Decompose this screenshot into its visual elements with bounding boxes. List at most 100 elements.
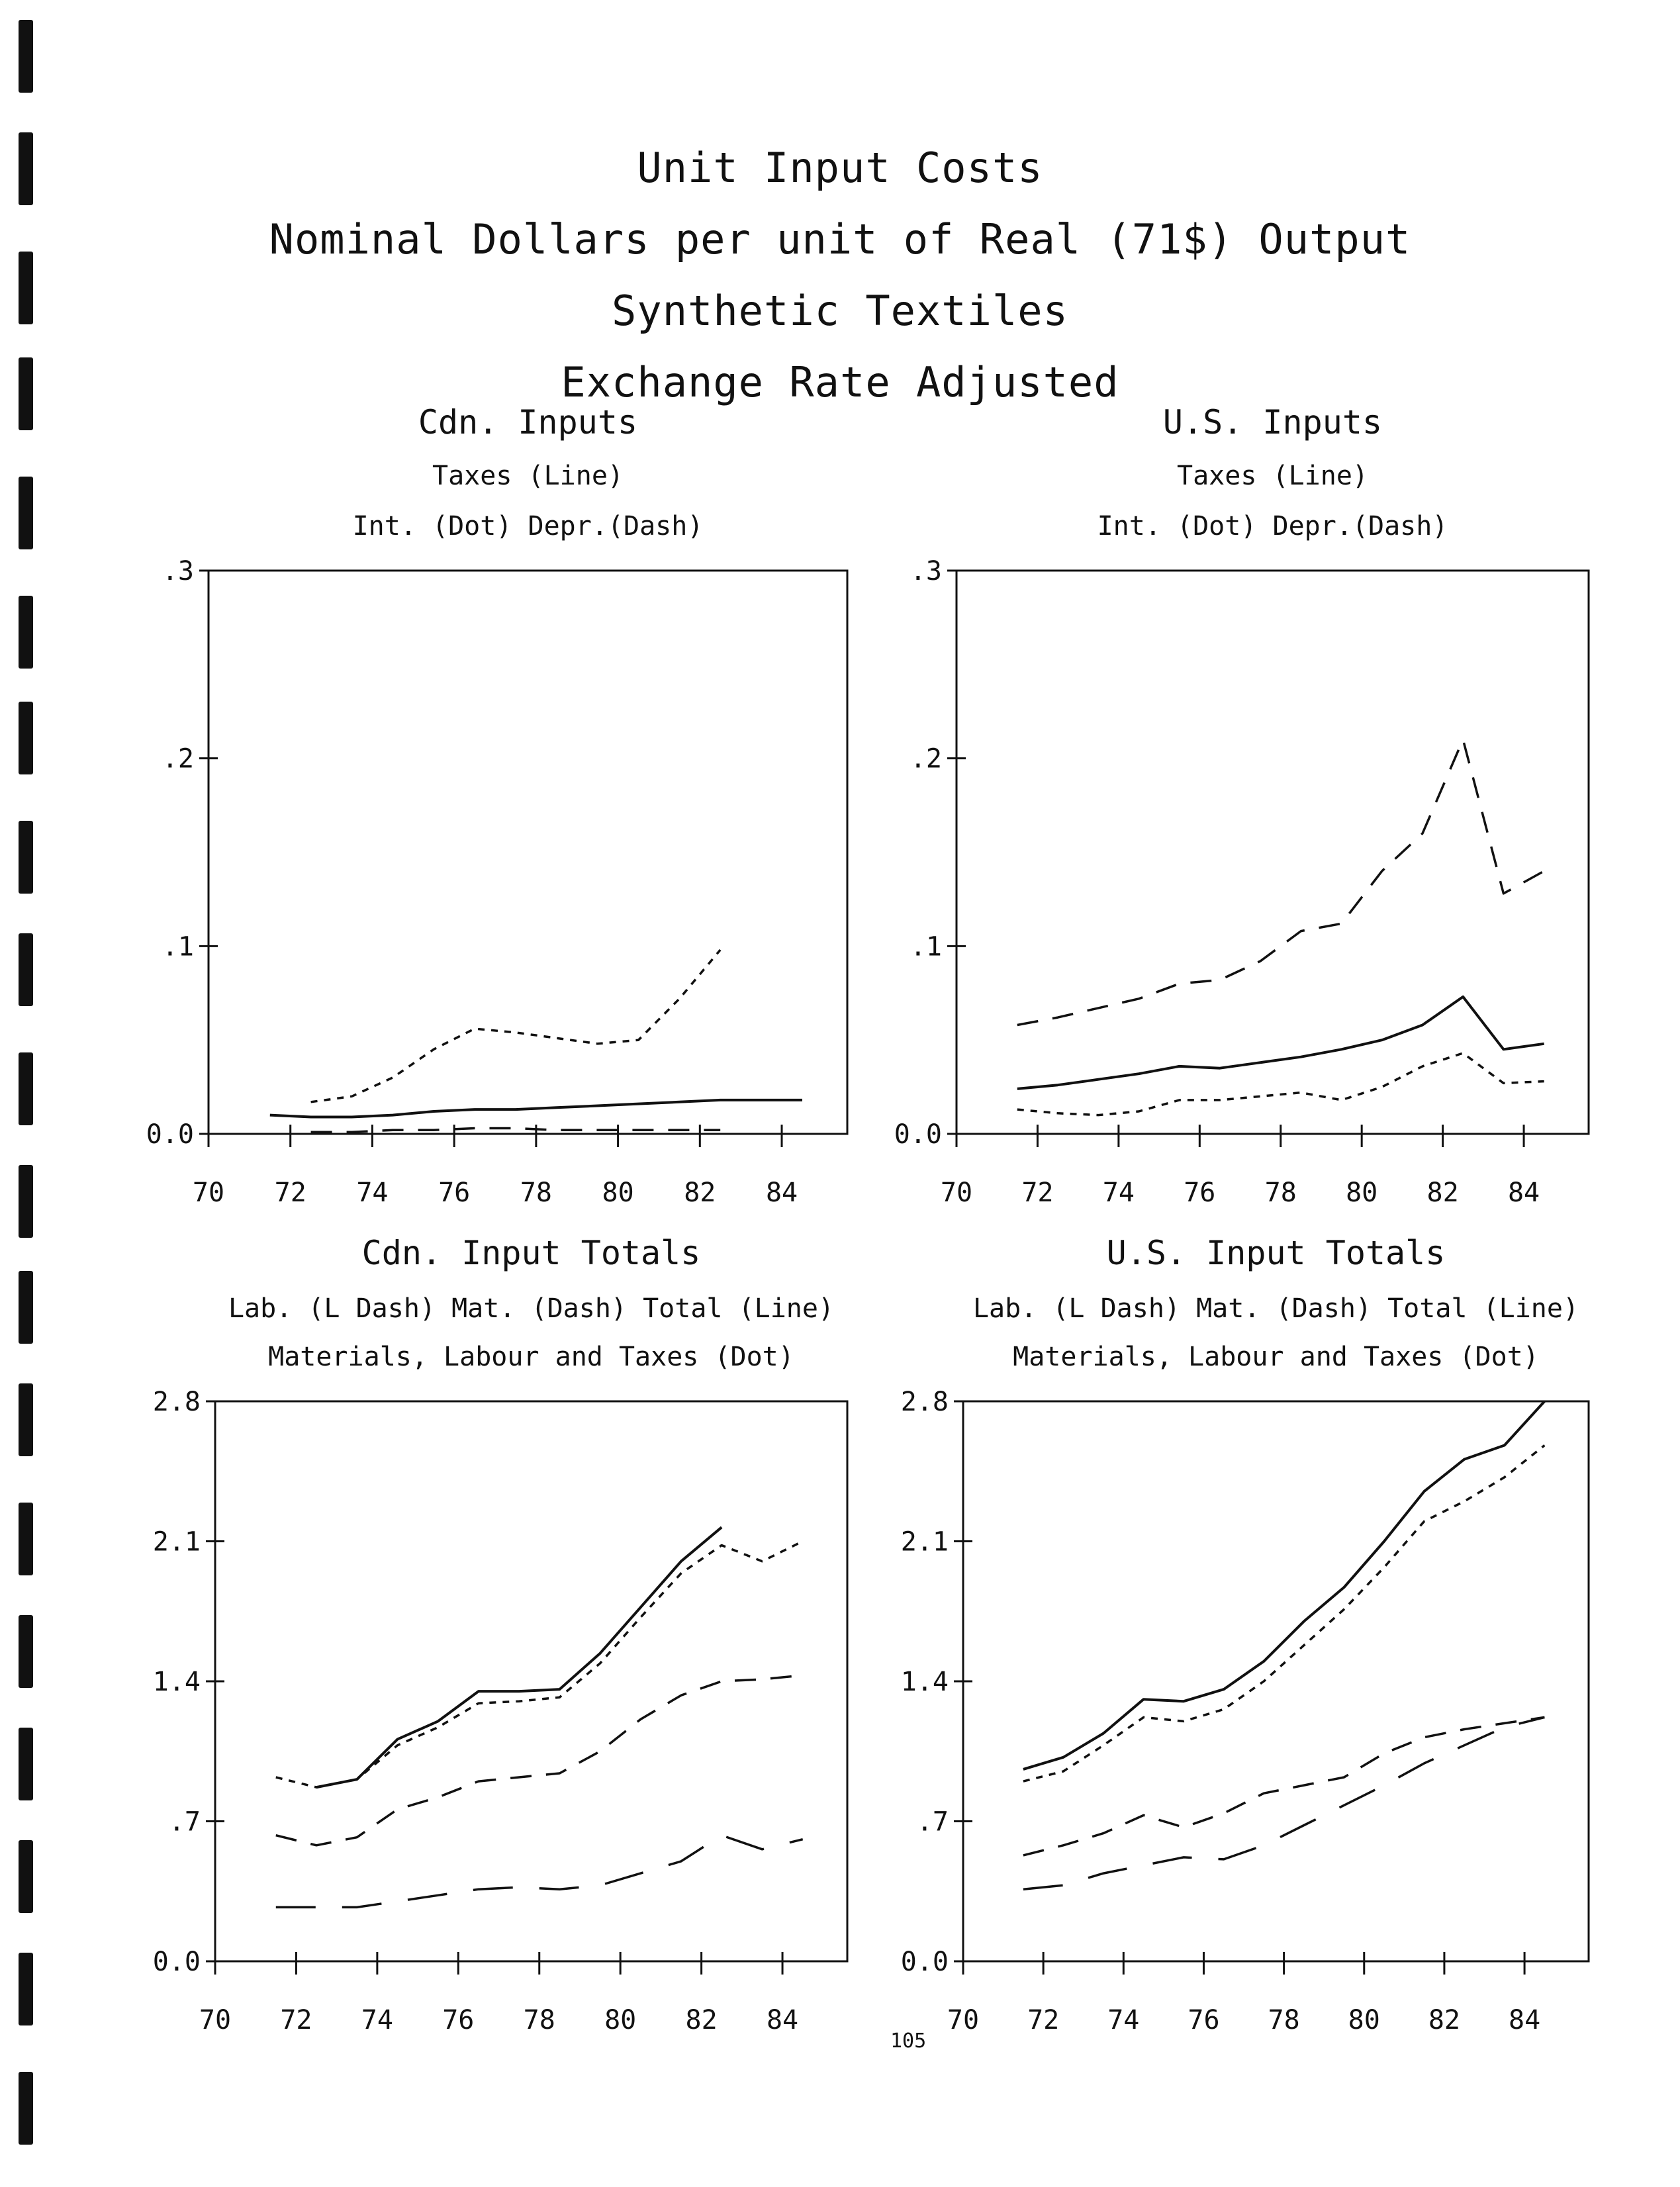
x-tick-label: 76 (1188, 2005, 1219, 2035)
y-tick-label: .1 (910, 931, 942, 962)
x-tick-label: 72 (275, 1178, 306, 1208)
chart-title: U.S. Inputs (1163, 403, 1382, 442)
chart-subtitle: Materials, Labour and Taxes (Dot) (1013, 1342, 1539, 1372)
x-tick-label: 74 (356, 1178, 388, 1208)
series-line-solid (269, 1098, 802, 1119)
x-tick-label: 82 (686, 2005, 718, 2035)
x-tick-label: 70 (941, 1178, 972, 1208)
x-tick-label: 80 (1346, 1178, 1377, 1208)
x-tick-label: 70 (947, 2005, 979, 2035)
binding-hole (19, 1840, 33, 1913)
binding-strip (0, 0, 46, 2187)
title-line-2: Nominal Dollars per unit of Real (71$) O… (269, 215, 1411, 263)
binding-hole (19, 132, 33, 205)
chart-title: Cdn. Input Totals (362, 1234, 701, 1272)
y-tick-label: .1 (162, 931, 194, 962)
y-tick-label: 2.8 (901, 1387, 949, 1417)
x-tick-label: 72 (1027, 2005, 1059, 2035)
series-line-longdash (275, 1834, 804, 1909)
x-tick-label: 70 (193, 1178, 224, 1208)
x-tick-label: 78 (1265, 1178, 1297, 1208)
y-tick-label: .3 (910, 556, 942, 586)
y-tick-label: .3 (162, 556, 194, 586)
x-tick-label: 82 (1428, 2005, 1460, 2035)
x-tick-label: 74 (1107, 2005, 1139, 2035)
x-tick-label: 84 (1508, 1178, 1540, 1208)
y-tick-label: 0.0 (901, 1947, 949, 1977)
x-tick-label: 78 (1268, 2005, 1300, 2035)
chart-title: Cdn. Inputs (418, 403, 637, 442)
binding-hole (19, 1953, 33, 2025)
chart-subtitle: Lab. (L Dash) Mat. (Dash) Total (Line) (973, 1293, 1579, 1324)
title-line-1: Unit Input Costs (637, 144, 1043, 192)
title-line-3: Synthetic Textiles (612, 287, 1068, 335)
y-tick-label: 0.0 (153, 1947, 201, 1977)
x-tick-label: 84 (1509, 2005, 1540, 2035)
plot-frame (962, 1400, 1590, 1963)
x-tick-label: 84 (766, 1178, 798, 1208)
series-line-solid (1017, 995, 1544, 1090)
title-line-4: Exchange Rate Adjusted (561, 358, 1119, 406)
binding-hole (19, 933, 33, 1006)
binding-hole (19, 1383, 33, 1456)
binding-hole (19, 1615, 33, 1688)
binding-hole (19, 20, 33, 93)
plot-frame (207, 569, 849, 1135)
x-tick-label: 84 (767, 2005, 798, 2035)
binding-hole (19, 357, 33, 430)
x-tick-label: 82 (1427, 1178, 1459, 1208)
plot-frame (955, 569, 1590, 1135)
y-tick-label: 2.1 (901, 1527, 949, 1558)
x-tick-label: 80 (602, 1178, 634, 1208)
chart-subtitle: Int. (Dot) Depr.(Dash) (1097, 511, 1448, 541)
y-tick-label: 2.1 (153, 1527, 201, 1558)
x-tick-label: 74 (1103, 1178, 1135, 1208)
y-tick-label: 0.0 (894, 1119, 942, 1150)
series-line-dot (1023, 1444, 1546, 1783)
page-title: Unit Input Costs Nominal Dollars per uni… (0, 132, 1680, 418)
x-tick-label: 72 (1021, 1178, 1053, 1208)
series-line-dot (1017, 1052, 1544, 1117)
chart-title: U.S. Input Totals (1107, 1234, 1446, 1272)
binding-hole (19, 1503, 33, 1575)
page-number: 105 (890, 2029, 927, 2053)
chart-subtitle: Lab. (L Dash) Mat. (Dash) Total (Line) (228, 1293, 834, 1324)
series-line-dash (1017, 738, 1545, 1027)
binding-hole (19, 1052, 33, 1125)
binding-hole (19, 477, 33, 549)
x-tick-label: 80 (1348, 2005, 1380, 2035)
series-line-dash (1023, 1716, 1545, 1857)
series-line-longdash (1023, 1716, 1545, 1890)
x-tick-label: 74 (361, 2005, 393, 2035)
binding-hole (19, 2072, 33, 2145)
y-tick-label: 1.4 (153, 1667, 201, 1697)
binding-hole (19, 821, 33, 894)
chart-subtitle: Materials, Labour and Taxes (Dot) (268, 1342, 794, 1372)
x-tick-label: 72 (280, 2005, 312, 2035)
series-line-solid (1023, 1400, 1546, 1771)
y-tick-label: 1.4 (901, 1667, 949, 1697)
x-tick-label: 76 (442, 2005, 474, 2035)
x-tick-label: 76 (438, 1178, 470, 1208)
chart-subtitle: Taxes (Line) (432, 461, 624, 491)
y-tick-label: 2.8 (153, 1387, 201, 1417)
binding-hole (19, 1271, 33, 1344)
series-line-dot (310, 949, 722, 1103)
series-line-dash (275, 1674, 803, 1847)
y-tick-label: .2 (910, 744, 942, 774)
chart-subtitle: Int. (Dot) Depr.(Dash) (353, 511, 704, 541)
binding-hole (19, 252, 33, 324)
x-tick-label: 82 (684, 1178, 716, 1208)
series-line-dash (310, 1127, 721, 1133)
binding-hole (19, 596, 33, 669)
y-tick-label: 0.0 (146, 1119, 194, 1150)
x-tick-label: 78 (524, 2005, 555, 2035)
y-tick-label: .2 (162, 744, 194, 774)
binding-hole (19, 702, 33, 774)
y-tick-label: .7 (169, 1807, 201, 1838)
series-line-solid (316, 1526, 723, 1789)
